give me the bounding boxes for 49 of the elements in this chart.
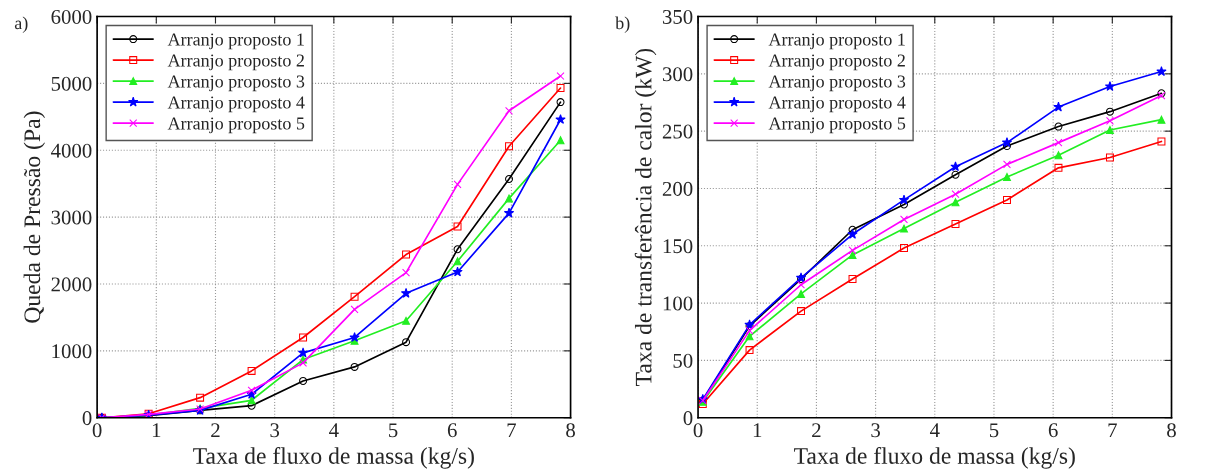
y-tick-label: 250 [662, 124, 693, 139]
text: b) [615, 16, 630, 33]
x-tick-label: 0 [693, 423, 703, 438]
legend-label: Arranjo proposto 3 [167, 75, 305, 92]
y-axis-title: Taxa de transferência de calor (kW) [634, 48, 657, 386]
y-tick-label: 0 [683, 411, 693, 426]
x-tick-label: 3 [270, 423, 280, 438]
legend-label: Arranjo proposto 5 [167, 117, 305, 134]
x-tick-label: 2 [812, 423, 821, 438]
y-tick-label: 50 [673, 353, 693, 368]
x-tick-label: 4 [329, 423, 339, 438]
legend-label: Arranjo proposto 4 [167, 96, 305, 113]
legend-label: Arranjo proposto 2 [167, 54, 304, 71]
x-tick-label: 8 [1167, 423, 1176, 438]
legend-label: Arranjo proposto 3 [768, 75, 906, 92]
legend-label: Arranjo proposto 4 [768, 96, 906, 113]
y-tick-label: 100 [663, 296, 693, 311]
x-tick-label: 1 [753, 423, 762, 438]
y-tick-label: 350 [662, 9, 693, 24]
x-tick-label: 2 [211, 423, 220, 438]
x-tick-label: 3 [871, 423, 880, 438]
x-tick-label: 7 [507, 423, 517, 438]
y-tick-label: 5000 [51, 76, 92, 91]
legend-label: Arranjo proposto 1 [768, 33, 905, 50]
x-tick-label: 0 [92, 423, 102, 438]
y-tick-label: 3000 [51, 210, 92, 225]
x-tick-label: 7 [1108, 423, 1117, 438]
y-tick-label: 1000 [52, 344, 92, 359]
x-tick-label: 5 [389, 423, 398, 438]
x-tick-label: 6 [447, 423, 457, 438]
y-tick-label: 4000 [51, 143, 92, 158]
legend-label: Arranjo proposto 5 [768, 117, 906, 134]
y-tick-label: 0 [82, 411, 92, 426]
text: a) [14, 16, 28, 33]
legend-label: Arranjo proposto 2 [768, 54, 905, 71]
y-tick-label: 6000 [51, 9, 92, 24]
y-axis-title: Queda de Pressão (Pa) [23, 111, 46, 323]
y-tick-label: 200 [662, 181, 693, 196]
legend-label: Arranjo proposto 1 [167, 33, 304, 50]
x-tick-label: 1 [152, 423, 161, 438]
x-axis-title: Taxa de fluxo de massa (kg/s) [193, 447, 474, 469]
x-tick-label: 6 [1048, 423, 1058, 438]
y-tick-label: 300 [662, 67, 693, 82]
x-tick-label: 8 [566, 423, 575, 438]
x-axis-title: Taxa de fluxo de massa (kg/s) [794, 447, 1075, 469]
y-tick-label: 2000 [51, 277, 92, 292]
x-tick-label: 5 [989, 423, 999, 438]
x-tick-label: 4 [929, 423, 940, 438]
y-tick-label: 150 [663, 239, 693, 254]
